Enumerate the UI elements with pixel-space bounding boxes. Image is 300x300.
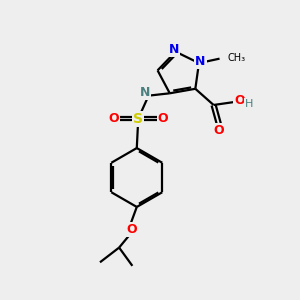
Text: O: O (127, 223, 137, 236)
Text: H: H (138, 87, 146, 97)
Text: N: N (140, 85, 150, 99)
Text: O: O (213, 124, 224, 136)
Text: O: O (108, 112, 119, 124)
Text: N: N (169, 43, 179, 56)
Text: CH₃: CH₃ (228, 53, 246, 63)
Text: N: N (195, 55, 206, 68)
Text: O: O (158, 112, 168, 124)
Text: S: S (133, 112, 143, 126)
Text: H: H (245, 98, 254, 109)
Text: O: O (234, 94, 245, 107)
